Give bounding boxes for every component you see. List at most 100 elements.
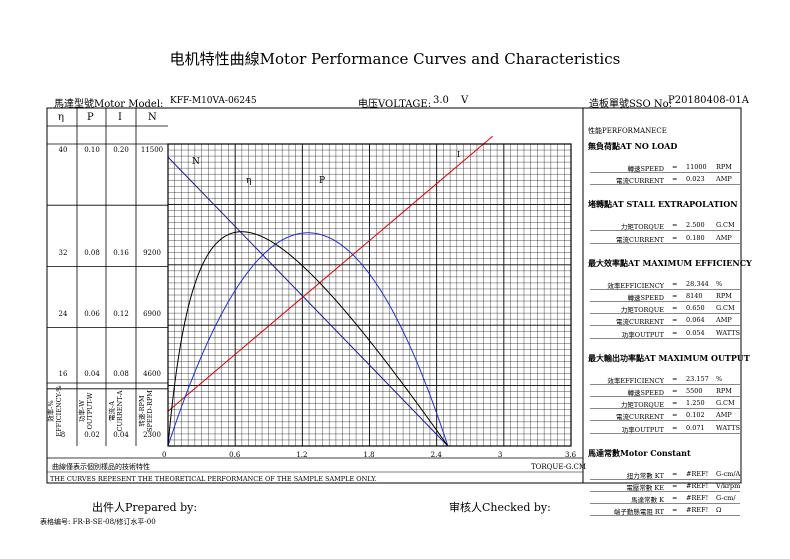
panel-row-rule [590,184,740,186]
panel-row-rule [590,172,740,173]
panel-row-value: #REF! [686,482,709,490]
panel-row-eq: = [672,279,678,288]
left-tick-n: 11500 [140,146,164,154]
eta-symbol: η [58,112,64,123]
left-tick-eta: 16 [58,370,68,379]
panel-row-value: 1.250 [686,399,705,408]
x-tick-label: 1.2 [296,451,308,459]
left-tick-i: 0.12 [113,309,129,318]
panel-row-label: 馬達常數 K [631,496,664,505]
output-label-en: OUTPUT-W [86,392,94,430]
panel-row-rule [590,503,740,505]
panel-section-title: 馬達常數Motor Constant [588,447,691,458]
panel-row-eq: = [672,175,678,184]
panel-row-value: 11000 [686,163,707,171]
i-symbol: I [118,112,122,123]
panel-heading: 性能PERFORMANECE [588,127,667,135]
panel-row-value: 0.071 [686,423,705,432]
model-value: KFF-M10VA-06245 [170,96,257,106]
left-tick-i: 0.08 [113,370,129,379]
note-cn: 曲線僅表示個別樣品的技術特性 [52,463,150,471]
panel-row-rule [590,325,740,327]
panel-row-rule [590,230,740,232]
panel-row-label: 電流CURRENT [615,177,664,186]
panel-row-rule [590,313,740,315]
panel-row-label: 電流CURRENT [615,318,664,327]
output-curve [167,232,449,447]
panel-row-unit: AMP [716,175,732,184]
x-tick-label: 2.4 [430,451,442,459]
i-curve-label: I [457,150,461,159]
panel-row-rule [590,301,740,302]
panel-row-eq: = [672,163,678,171]
panel-row-label: 力矩TORQUE [620,223,664,232]
panel-row-label: 效率EFFICIENCY [607,281,664,290]
voltage-unit: V [461,95,469,106]
efficiency-label-cn: 效率-% [47,400,55,422]
panel-row-label: 效率EFFICIENCY [607,376,664,385]
chart-grid [47,143,571,446]
panel-row-value: 23.157 [686,374,709,383]
panel-row-label: 轉速SPEED [627,294,664,302]
panel-row-value: 0.064 [686,316,705,325]
panel-row-unit: AMP [716,316,732,325]
left-tick-n: 6900 [143,309,161,318]
n-curve-label: N [192,157,200,167]
current-label-en: CURRENT-A [116,390,124,432]
panel-row-unit: WATTS [716,328,740,337]
current-label-cn: 電流-A [108,401,116,421]
left-tick-p: 0.06 [84,309,100,318]
panel-row-unit: G.CM [716,221,735,230]
panel-row-rule [590,478,740,480]
x-tick-label: 3 [497,451,503,459]
left-tick-eta: 32 [58,248,68,257]
panel-row-rule [590,491,740,492]
panel-row-eq: = [672,423,678,432]
panel-row-eq: = [672,316,678,325]
panel-row-unit: AMP [716,411,732,420]
panel-row-value: 0.650 [686,304,705,313]
panel-row-rule [590,383,740,385]
panel-row-rule [590,420,740,422]
left-tick-eta: 40 [58,146,68,154]
panel-row-unit: % [716,374,723,383]
panel-row-eq: = [672,411,678,420]
panel-row-eq: = [672,506,678,515]
p-symbol: P [87,112,94,123]
panel-row-label: 電壓常數 KE [626,484,664,492]
panel-row-unit: G-cm/ [716,494,736,503]
panel-row-unit: WATTS [716,423,740,432]
speed-curve [167,156,449,447]
panel-row-value: 2.500 [686,221,705,230]
voltage-value: 3.0 [433,95,449,106]
note-en: THE CURVES REPESENT THE THEORETICAL PERF… [50,475,377,483]
left-tick-i: 0.04 [113,431,129,440]
panel-row-value: #REF! [686,506,709,515]
panel-row-unit: RPM [716,292,732,300]
x-tick-label: 0 [162,451,167,459]
panel-row-label: 扭力常數 KT [626,471,664,480]
left-tick-p: 0.02 [84,431,100,440]
left-tick-p: 0.10 [84,146,100,154]
left-tick-i: 0.20 [113,146,129,154]
panel-row-label: 電流CURRENT [615,413,664,422]
output-label-cn: 功率-W [78,400,86,422]
panel-section-title: 堵轉點AT STALL EXTRAPOLATION [588,199,738,210]
panel-section-title: 最大效率點AT MAXIMUM EFFICIENCY [588,257,752,268]
panel-row-eq: = [672,482,678,490]
left-tick-n: 4600 [143,370,161,379]
panel-row-value: 28.344 [686,279,709,288]
panel-row-label: 電流CURRENT [615,235,664,244]
panel-row-rule [590,396,740,397]
panel-row-eq: = [672,304,678,313]
eta-curve-label: η [246,176,252,186]
page-title: 电机特性曲線Motor Performance Curves and Chara… [169,50,621,68]
panel-row-label: 功率OUTPUT [621,330,664,339]
x-tick-label: 0.6 [229,451,241,459]
panel-row-unit: V/krpm [716,482,741,490]
left-tick-eta: 24 [58,309,68,318]
left-tick-i: 0.16 [113,248,129,257]
panel-row-rule [590,288,740,290]
panel-row-rule [590,337,740,339]
